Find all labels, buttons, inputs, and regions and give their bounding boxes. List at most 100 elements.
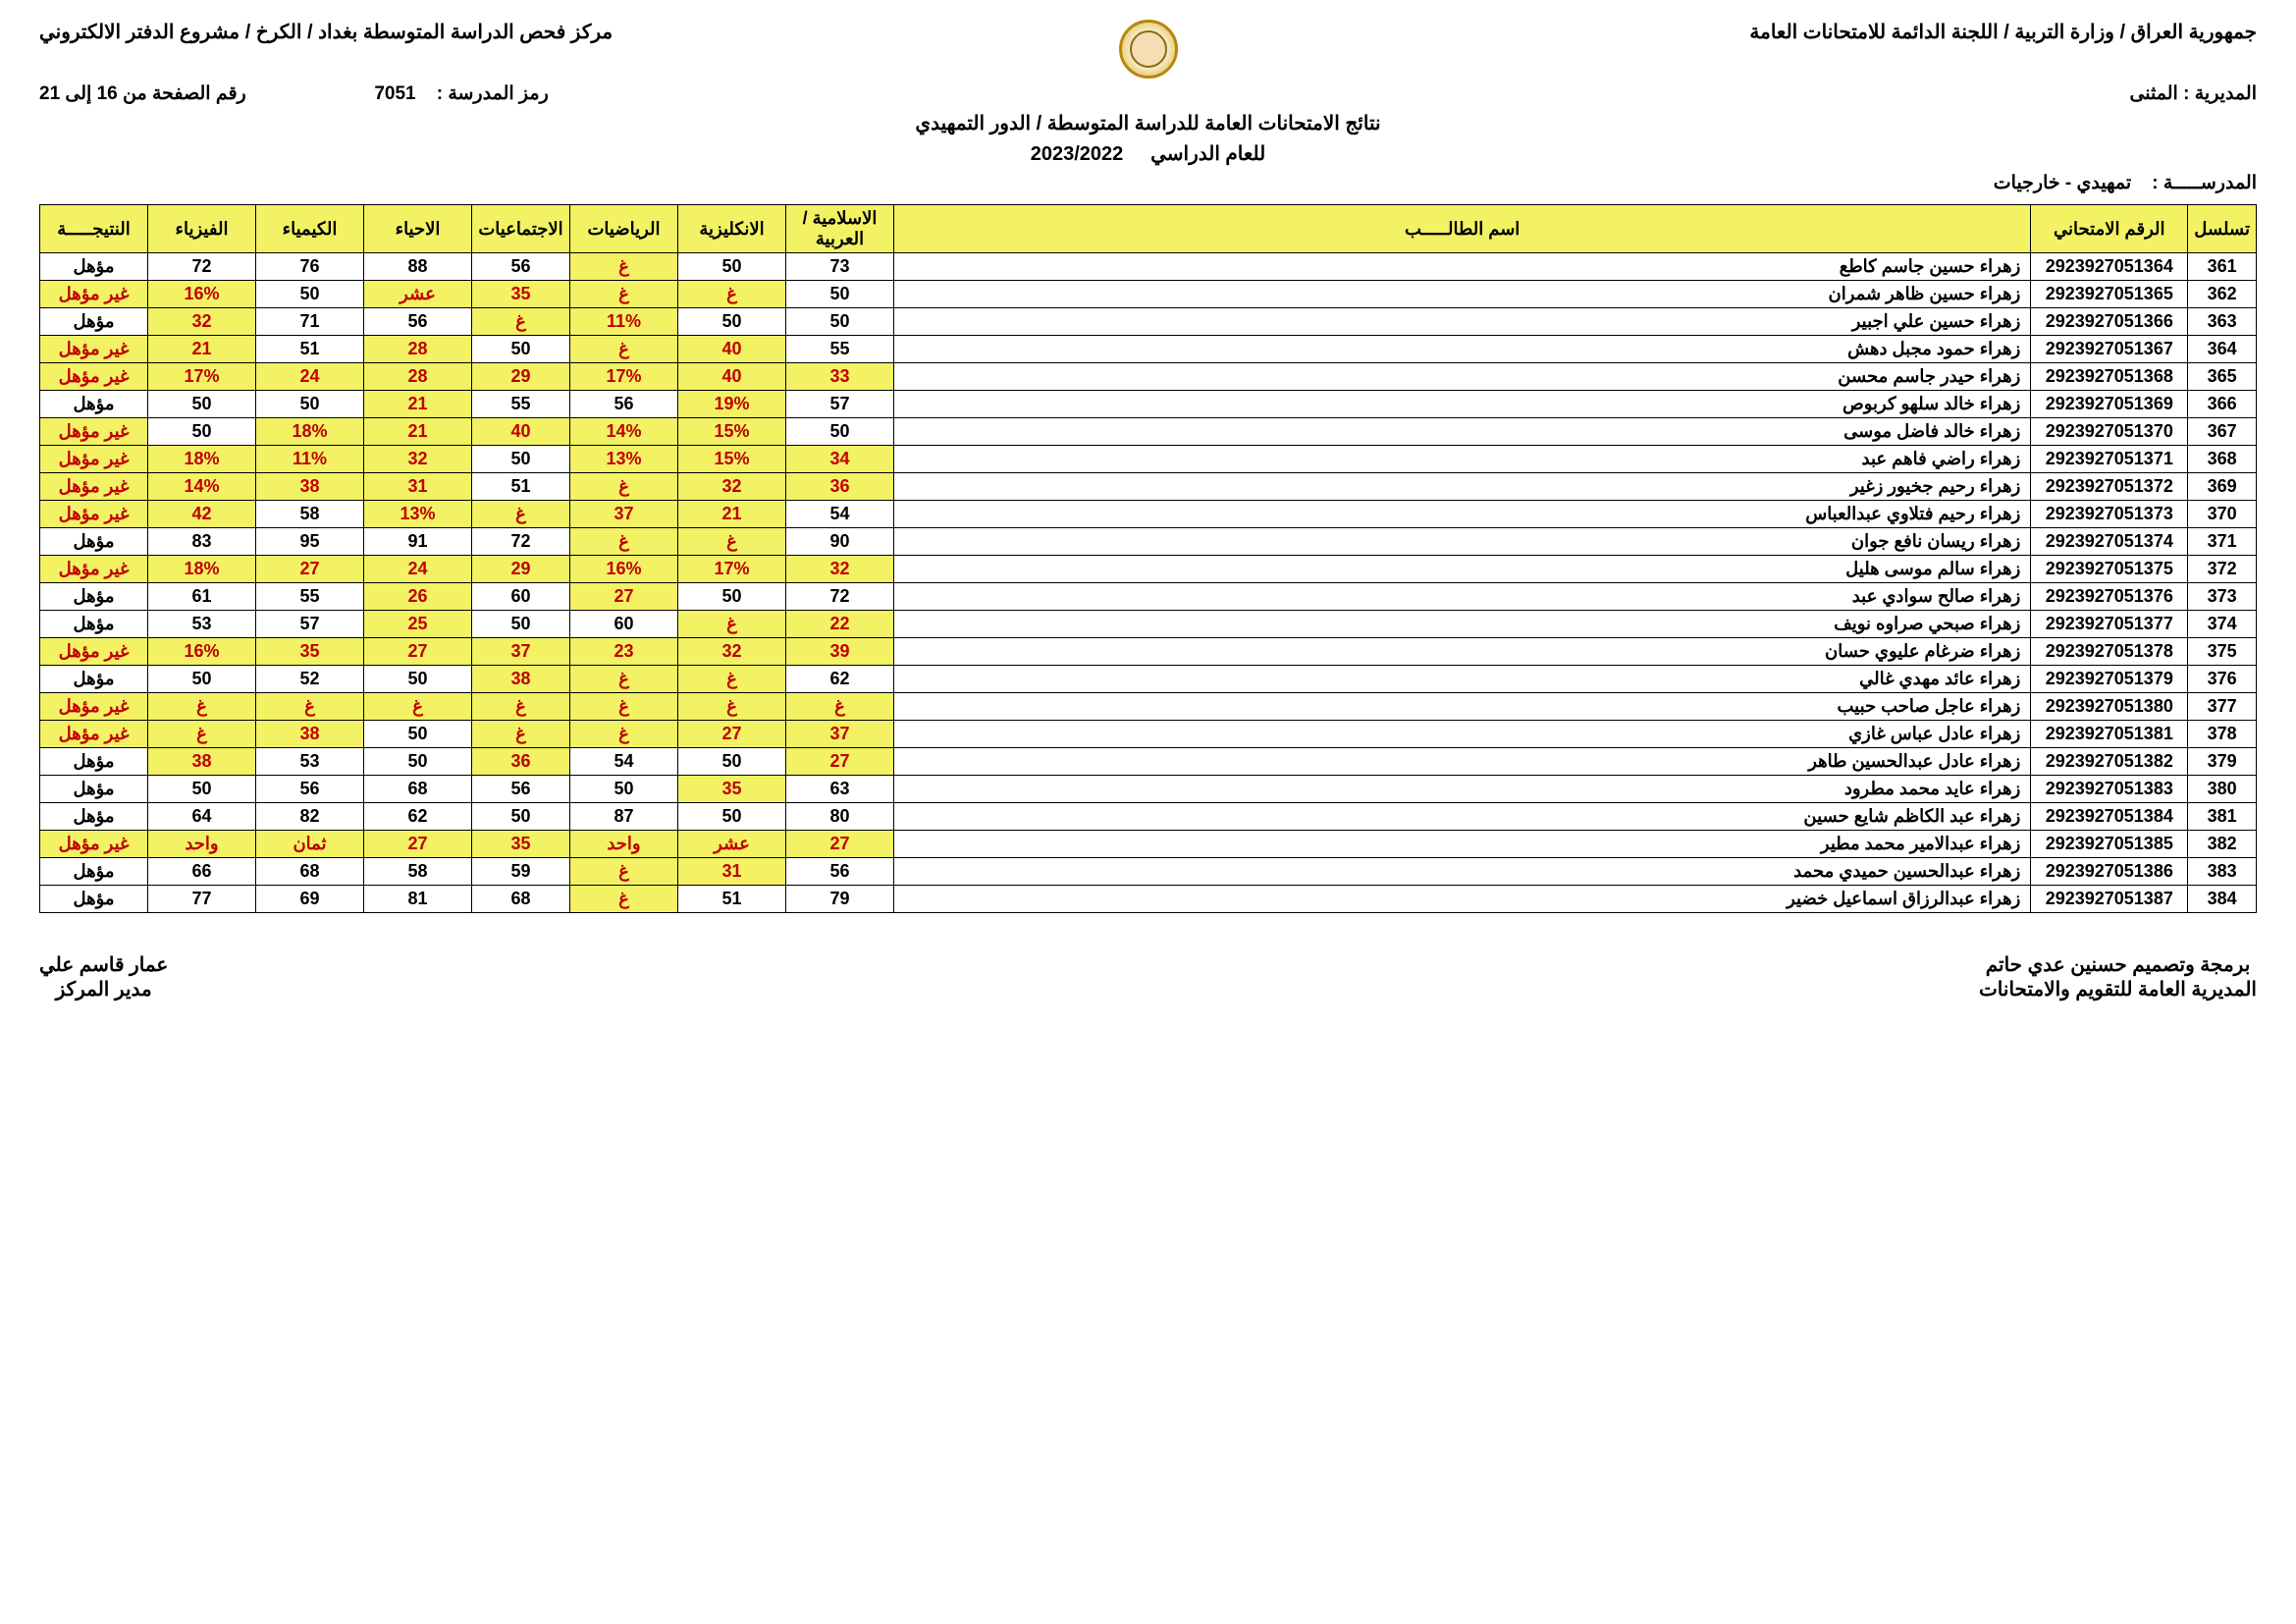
cell-exam-no: 2923927051365 <box>2031 281 2188 308</box>
table-row: 3752923927051378زهراء ضرغام عليوي حسان39… <box>40 638 2257 666</box>
cell-score: 13% <box>570 446 678 473</box>
cell-score: 50 <box>148 666 256 693</box>
cell-score: واحد <box>148 831 256 858</box>
school-code: 7051 <box>374 83 415 104</box>
cell-score: 26 <box>364 583 472 611</box>
cell-score: 27 <box>570 583 678 611</box>
cell-exam-no: 2923927051387 <box>2031 886 2188 913</box>
table-row: 3642923927051367زهراء حمود مجبل دهش5540غ… <box>40 336 2257 363</box>
cell-exam-no: 2923927051386 <box>2031 858 2188 886</box>
cell-score: غير مؤهل <box>40 446 148 473</box>
table-row: 3842923927051387زهراء عبدالرزاق اسماعيل … <box>40 886 2257 913</box>
cell-seq: 374 <box>2188 611 2257 638</box>
cell-score: 83 <box>148 528 256 556</box>
cell-score: 27 <box>364 831 472 858</box>
cell-score: 32 <box>678 638 786 666</box>
cell-score: غ <box>364 693 472 721</box>
cell-score: 82 <box>256 803 364 831</box>
cell-score: غير مؤهل <box>40 693 148 721</box>
title-line-1: نتائج الامتحانات العامة للدراسة المتوسطة… <box>39 111 2257 135</box>
cell-score: 50 <box>678 308 786 336</box>
cell-score: مؤهل <box>40 528 148 556</box>
cell-score: 68 <box>364 776 472 803</box>
cell-exam-no: 2923927051384 <box>2031 803 2188 831</box>
cell-score: 23 <box>570 638 678 666</box>
table-row: 3682923927051371زهراء راضي فاهم عبد3415%… <box>40 446 2257 473</box>
table-row: 3712923927051374زهراء ريسان نافع جوان90غ… <box>40 528 2257 556</box>
cell-score: 50 <box>678 748 786 776</box>
cell-score: 16% <box>148 281 256 308</box>
col-header: النتيجـــــة <box>40 205 148 253</box>
cell-score: غير مؤهل <box>40 831 148 858</box>
cell-score: 81 <box>364 886 472 913</box>
cell-score: 79 <box>786 886 894 913</box>
cell-score: غير مؤهل <box>40 556 148 583</box>
col-header: الاحياء <box>364 205 472 253</box>
cell-exam-no: 2923927051379 <box>2031 666 2188 693</box>
cell-seq: 383 <box>2188 858 2257 886</box>
cell-score: 40 <box>678 363 786 391</box>
results-table: تسلسلالرقم الامتحانياسم الطالـــــبالاسل… <box>39 204 2257 913</box>
emblem-icon <box>1119 20 1178 79</box>
cell-score: 54 <box>570 748 678 776</box>
cell-seq: 361 <box>2188 253 2257 281</box>
cell-score: 11% <box>570 308 678 336</box>
cell-student-name: زهراء حسين جاسم كاطع <box>894 253 2031 281</box>
cell-score: 33 <box>786 363 894 391</box>
cell-score: غ <box>570 336 678 363</box>
cell-score: 50 <box>364 666 472 693</box>
school-code-label: رمز المدرسة : <box>437 83 549 104</box>
cell-score: 73 <box>786 253 894 281</box>
cell-score: 50 <box>364 721 472 748</box>
cell-score: مؤهل <box>40 391 148 418</box>
cell-seq: 375 <box>2188 638 2257 666</box>
table-row: 3832923927051386زهراء عبدالحسين حميدي مح… <box>40 858 2257 886</box>
cell-seq: 378 <box>2188 721 2257 748</box>
cell-seq: 362 <box>2188 281 2257 308</box>
col-header: الفيزياء <box>148 205 256 253</box>
cell-score: 50 <box>148 391 256 418</box>
cell-score: 25 <box>364 611 472 638</box>
col-header: الاسلامية / العربية <box>786 205 894 253</box>
cell-score: 15% <box>678 418 786 446</box>
cell-seq: 370 <box>2188 501 2257 528</box>
cell-score: غير مؤهل <box>40 336 148 363</box>
cell-score: 87 <box>570 803 678 831</box>
cell-score: 56 <box>256 776 364 803</box>
cell-seq: 384 <box>2188 886 2257 913</box>
cell-score: غ <box>678 611 786 638</box>
cell-seq: 379 <box>2188 748 2257 776</box>
cell-score: 72 <box>148 253 256 281</box>
table-row: 3792923927051382زهراء عادل عبدالحسين طاه… <box>40 748 2257 776</box>
cell-score: غ <box>472 501 570 528</box>
cell-student-name: زهراء صبحي صراوه نويف <box>894 611 2031 638</box>
cell-exam-no: 2923927051373 <box>2031 501 2188 528</box>
cell-score: 21 <box>678 501 786 528</box>
cell-exam-no: 2923927051372 <box>2031 473 2188 501</box>
school-label: المدرســـــة : <box>2152 173 2257 193</box>
cell-score: 32 <box>148 308 256 336</box>
cell-score: مؤهل <box>40 253 148 281</box>
table-row: 3772923927051380زهراء عاجل صاحب حبيبغغغغ… <box>40 693 2257 721</box>
cell-score: 68 <box>256 858 364 886</box>
cell-score: غير مؤهل <box>40 638 148 666</box>
cell-score: غ <box>570 253 678 281</box>
cell-seq: 380 <box>2188 776 2257 803</box>
cell-score: غ <box>678 528 786 556</box>
cell-score: 69 <box>256 886 364 913</box>
cell-score: غ <box>570 693 678 721</box>
cell-score: 50 <box>364 748 472 776</box>
cell-score: غ <box>570 721 678 748</box>
cell-student-name: زهراء رحيم جخيور زغير <box>894 473 2031 501</box>
cell-score: مؤهل <box>40 308 148 336</box>
footer-left-2: مدير المركز <box>39 977 168 1001</box>
cell-exam-no: 2923927051366 <box>2031 308 2188 336</box>
cell-score: 54 <box>786 501 894 528</box>
cell-exam-no: 2923927051378 <box>2031 638 2188 666</box>
cell-seq: 373 <box>2188 583 2257 611</box>
footer-right-1: برمجة وتصميم حسنين عدي حاتم <box>1979 952 2257 977</box>
footer-left: عمار قاسم علي مدير المركز <box>39 952 168 1001</box>
cell-score: 72 <box>786 583 894 611</box>
col-header: الاجتماعيات <box>472 205 570 253</box>
cell-score: غ <box>570 858 678 886</box>
